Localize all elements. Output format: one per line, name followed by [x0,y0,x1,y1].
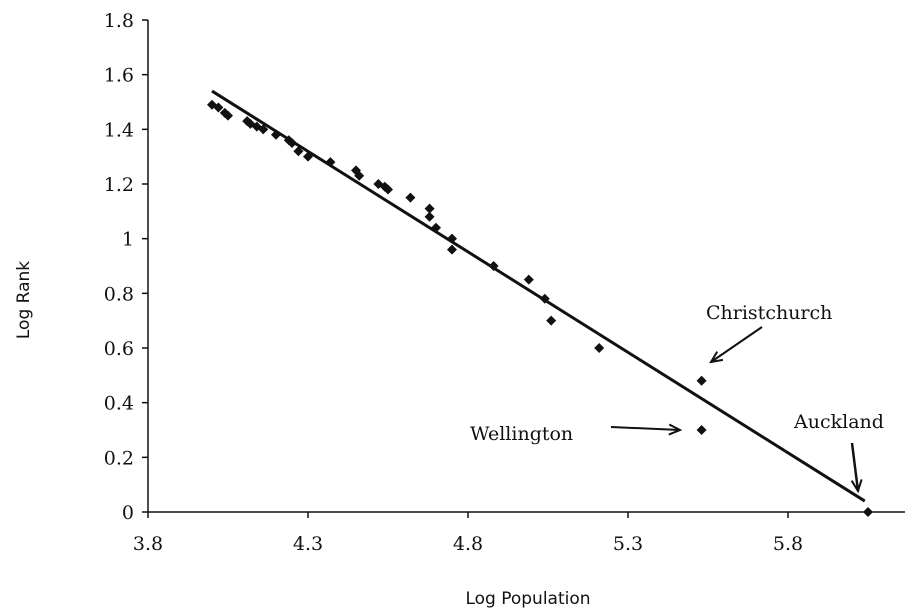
annotation-auckland-label: Auckland [793,411,884,433]
annotation-auckland: Auckland [793,411,884,491]
data-point [594,343,605,353]
data-point [354,170,365,181]
y-axis-title: Log Rank [14,261,34,339]
annotation-christchurch-arrow [711,326,763,362]
axes [147,20,905,513]
data-point [447,233,457,244]
data-point [383,184,393,195]
data-point [424,203,435,214]
data-point [488,261,499,271]
data-point [523,274,534,285]
data-point [447,244,457,255]
y-tick-label: 1.2 [104,174,134,196]
annotation-wellington: Wellington [470,423,680,445]
data-point [258,124,269,135]
data-point [251,121,262,132]
data-point [863,507,873,517]
x-axis-title: Log Population [465,589,590,609]
y-ticks: 0 0.2 0.4 0.6 0.8 1 1.2 1.4 1.6 1.8 [104,10,148,524]
annotation-christchurch: Christchurch [706,302,832,362]
data-point [287,138,297,148]
y-tick-label: 1 [122,229,134,251]
data-point [696,375,707,386]
x-tick-label: 3.8 [133,533,163,555]
data-points [207,99,873,517]
y-tick-label: 1.4 [104,119,134,141]
annotation-wellington-arrow [610,427,680,430]
y-tick-label: 0.6 [104,338,134,360]
data-point [424,211,435,222]
data-point [539,293,550,304]
x-tick-label: 4.8 [453,533,483,555]
x-tick-label: 5.8 [773,533,803,555]
data-point [431,222,441,233]
x-ticks: 3.8 4.3 4.8 5.3 5.8 [133,512,803,555]
data-point [696,425,707,435]
annotation-christchurch-label: Christchurch [706,302,832,324]
trend-line [211,89,866,503]
data-point [293,146,304,157]
y-tick-label: 0.2 [104,447,134,469]
y-tick-label: 0 [122,502,134,524]
data-point [303,151,313,162]
y-tick-label: 0.4 [104,393,134,415]
data-point [271,129,281,140]
data-point [325,157,336,168]
y-tick-label: 1.6 [104,65,134,87]
x-tick-label: 4.3 [293,533,323,555]
data-point [546,315,557,326]
data-point [405,192,416,203]
data-point [223,110,233,121]
y-tick-label: 1.8 [104,10,134,32]
y-tick-label: 0.8 [104,283,134,305]
x-tick-label: 5.3 [613,533,643,555]
annotation-auckland-arrow [850,442,858,491]
data-point [213,102,224,113]
annotation-wellington-label: Wellington [470,423,573,445]
